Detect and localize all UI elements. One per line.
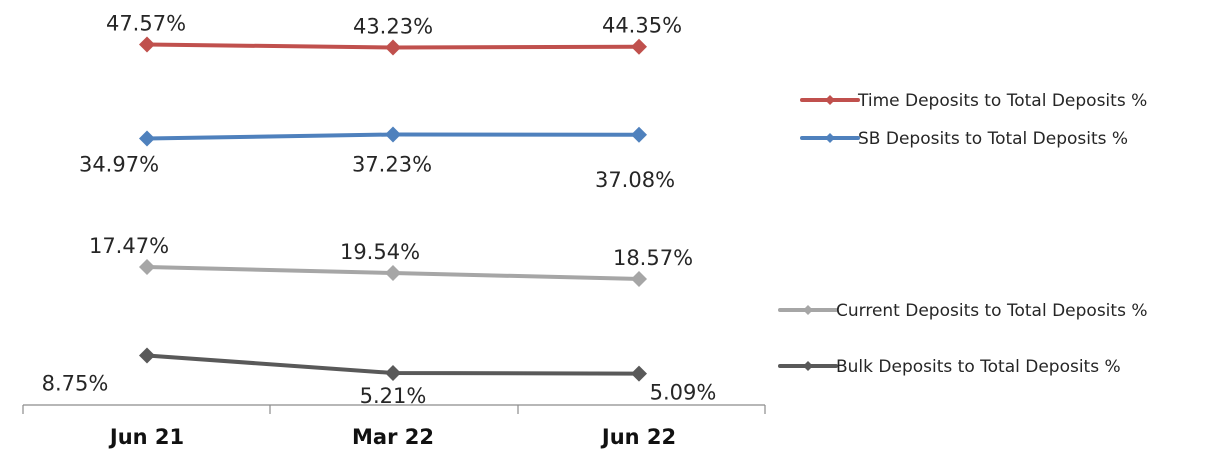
x-tick-label-jun-22: Jun 22	[600, 425, 676, 449]
series-layer	[139, 36, 647, 382]
data-label-time-deposits-to-total-deposits-2: 44.35%	[602, 14, 682, 38]
data-label-current-deposits-to-total-deposits-2: 18.57%	[613, 246, 693, 270]
legend-label-bulk-deposits-to-total-deposits: Bulk Deposits to Total Deposits %	[836, 357, 1121, 377]
data-point-bulk-deposits-to-total-deposits-1	[385, 365, 401, 381]
data-point-sb-deposits-to-total-deposits-0	[139, 130, 155, 147]
data-label-sb-deposits-to-total-deposits-1: 37.23%	[352, 153, 432, 177]
data-label-time-deposits-to-total-deposits-0: 47.57%	[106, 12, 186, 36]
data-point-sb-deposits-to-total-deposits-1	[385, 126, 401, 143]
data-label-sb-deposits-to-total-deposits-2: 37.08%	[595, 168, 675, 192]
legend: Time Deposits to Total Deposits % SB Depo…	[778, 91, 1147, 377]
data-point-time-deposits-to-total-deposits-0	[139, 36, 155, 53]
legend-marker-time-deposits-to-total-deposits	[825, 95, 835, 105]
data-point-time-deposits-to-total-deposits-2	[631, 38, 647, 55]
x-axis: Jun 21 Mar 22 Jun 22	[22, 404, 766, 449]
data-point-current-deposits-to-total-deposits-2	[631, 271, 647, 287]
data-point-time-deposits-to-total-deposits-1	[385, 39, 401, 56]
data-label-current-deposits-to-total-deposits-0: 17.47%	[89, 234, 169, 258]
data-point-current-deposits-to-total-deposits-1	[385, 265, 401, 281]
legend-marker-bulk-deposits-to-total-deposits	[803, 361, 813, 371]
data-label-bulk-deposits-to-total-deposits-2: 5.09%	[650, 381, 717, 405]
x-tick-label-mar-22: Mar 22	[352, 425, 434, 449]
legend-label-time-deposits-to-total-deposits: Time Deposits to Total Deposits %	[857, 91, 1147, 111]
legend-marker-current-deposits-to-total-deposits	[803, 305, 813, 315]
data-point-bulk-deposits-to-total-deposits-0	[139, 347, 155, 364]
data-point-current-deposits-to-total-deposits-0	[139, 259, 155, 275]
data-label-current-deposits-to-total-deposits-1: 19.54%	[340, 240, 420, 264]
data-label-bulk-deposits-to-total-deposits-0: 8.75%	[42, 372, 109, 396]
data-label-bulk-deposits-to-total-deposits-1: 5.21%	[360, 384, 427, 408]
data-label-sb-deposits-to-total-deposits-0: 34.97%	[79, 153, 159, 177]
data-point-sb-deposits-to-total-deposits-2	[631, 126, 647, 143]
legend-marker-sb-deposits-to-total-deposits	[825, 133, 835, 143]
data-labels: 47.57% 43.23% 44.35% 34.97% 37.23% 37.08% 17.4…	[42, 12, 717, 409]
data-label-time-deposits-to-total-deposits-1: 43.23%	[353, 15, 433, 39]
legend-label-current-deposits-to-total-deposits: Current Deposits to Total Deposits %	[836, 301, 1147, 321]
data-point-bulk-deposits-to-total-deposits-2	[631, 365, 647, 382]
legend-label-sb-deposits-to-total-deposits: SB Deposits to Total Deposits %	[858, 129, 1128, 149]
x-tick-label-jun-21: Jun 21	[108, 425, 184, 449]
